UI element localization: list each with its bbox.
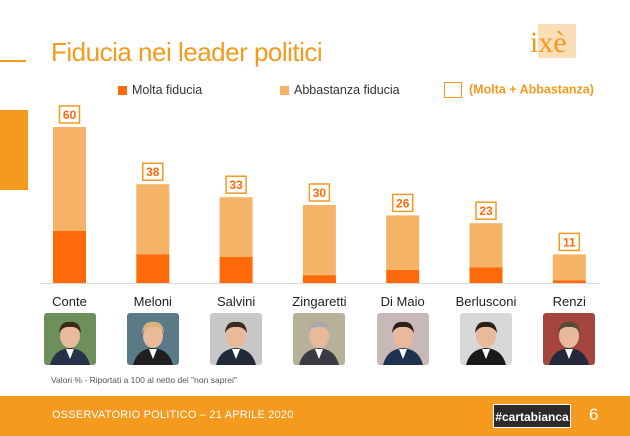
portrait-icon bbox=[126, 313, 179, 365]
category-label: Renzi bbox=[553, 294, 586, 309]
total-label-box bbox=[225, 175, 247, 194]
category-label: Conte bbox=[52, 294, 87, 309]
photo-conte bbox=[43, 313, 96, 365]
bar-abbastanza-berlusconi bbox=[469, 223, 503, 268]
total-label-box bbox=[558, 232, 581, 252]
legend-abbastanza: Abbastanza fiducia bbox=[280, 83, 400, 97]
category-label: Meloni bbox=[134, 294, 172, 309]
portrait-icon bbox=[460, 313, 512, 365]
total-label-box bbox=[391, 193, 414, 213]
photo-di-maio bbox=[376, 313, 429, 365]
total-label: 38 bbox=[146, 165, 160, 179]
legend-swatch-molta bbox=[118, 86, 127, 96]
bar-molta-meloni bbox=[136, 254, 170, 283]
leader-photos bbox=[0, 313, 630, 365]
legend-molta-label: Molta fiducia bbox=[132, 83, 203, 97]
total-label: 30 bbox=[313, 186, 327, 200]
bar-molta-salvini bbox=[219, 257, 253, 283]
legend-molta: Molta fiducia bbox=[118, 83, 202, 97]
footer: OSSERVATORIO POLITICO – 21 APRILE 2020 #… bbox=[0, 396, 630, 436]
total-label: 60 bbox=[63, 108, 77, 122]
footnote: Valori % - Riportati a 100 al netto dei … bbox=[51, 375, 237, 385]
total-label: 26 bbox=[396, 196, 410, 210]
total-label-box bbox=[308, 183, 331, 202]
legend-abbastanza-label: Abbastanza fiducia bbox=[294, 83, 400, 97]
bar-molta-berlusconi bbox=[469, 267, 503, 283]
portrait-icon bbox=[43, 313, 96, 365]
total-label: 23 bbox=[479, 204, 493, 218]
total-label-box bbox=[142, 162, 164, 181]
photo-meloni bbox=[126, 313, 179, 365]
photo-zingaretti bbox=[293, 313, 346, 365]
bar-abbastanza-meloni bbox=[136, 184, 170, 255]
ixe-logo: ixè bbox=[530, 24, 576, 59]
bar-abbastanza-zingaretti bbox=[302, 205, 336, 276]
bar-abbastanza-conte bbox=[53, 127, 86, 231]
portrait-icon bbox=[543, 313, 596, 365]
page-title: Fiducia nei leader politici bbox=[51, 37, 323, 67]
category-label: Zingaretti bbox=[292, 294, 346, 309]
legend-totale: (Molta + Abbastanza) bbox=[444, 82, 594, 98]
portrait-icon bbox=[376, 313, 429, 365]
bar-abbastanza-renzi bbox=[552, 254, 586, 281]
bar-molta-di-maio bbox=[386, 270, 420, 283]
category-label: Berlusconi bbox=[456, 294, 517, 309]
portrait-icon bbox=[210, 313, 263, 365]
category-label: Salvini bbox=[217, 294, 255, 309]
bar-molta-renzi bbox=[552, 280, 586, 283]
bar-chart: 60 Conte 38 Meloni 33 Salvini 30 Zingaretti 26 Di… bbox=[40, 105, 600, 309]
portrait-icon bbox=[293, 313, 346, 365]
total-label: 11 bbox=[563, 235, 576, 249]
bar-abbastanza-di-maio bbox=[386, 215, 420, 270]
decorative-block bbox=[0, 110, 28, 190]
photo-berlusconi bbox=[460, 313, 512, 365]
legend-box-totale bbox=[444, 82, 462, 98]
bar-molta-conte bbox=[53, 231, 86, 283]
footer-text: OSSERVATORIO POLITICO – 21 APRILE 2020 bbox=[52, 409, 294, 421]
total-label-box bbox=[475, 201, 497, 220]
decorative-line bbox=[0, 60, 26, 62]
total-label-box bbox=[58, 105, 81, 124]
photo-renzi bbox=[543, 313, 596, 365]
photo-salvini bbox=[210, 313, 263, 365]
category-label: Di Maio bbox=[381, 294, 425, 309]
bar-molta-zingaretti bbox=[302, 275, 336, 283]
legend-swatch-abbastanza bbox=[280, 86, 289, 96]
hashtag-badge: #cartabianca bbox=[493, 404, 571, 428]
legend-totale-label: (Molta + Abbastanza) bbox=[469, 82, 594, 97]
page-number: 6 bbox=[589, 405, 599, 424]
total-label: 33 bbox=[229, 178, 243, 192]
bar-abbastanza-salvini bbox=[219, 197, 253, 257]
logo-text: ixè bbox=[530, 26, 567, 59]
